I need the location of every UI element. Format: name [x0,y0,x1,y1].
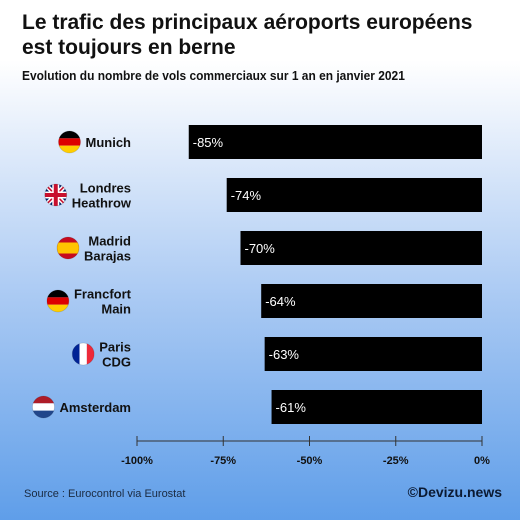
germany-flag-icon [46,289,70,313]
category-label: Londres Heathrow [72,181,132,211]
category-label: Madrid Barajas [84,234,131,264]
bar [261,284,482,318]
category-label: Francfort Main [74,287,132,317]
bar [240,231,482,265]
germany-flag-icon [58,130,81,154]
x-tick-label: -50% [297,455,323,467]
bar [188,125,482,159]
category-label: Paris CDG [99,340,131,370]
x-tick-label: -100% [121,455,153,467]
source-note: Source : Eurocontrol via Eurostat [24,488,186,500]
brand-credit: ©Devizu.news [407,484,502,500]
category-label: Munich [86,135,132,150]
x-tick-label: -75% [210,455,236,467]
chart-title: Le trafic des principaux aéroports europ… [22,11,473,59]
bar-value-label: -63% [269,347,300,362]
uk-flag-icon [44,183,68,207]
netherlands-flag-icon [32,395,55,419]
bar [271,390,482,424]
category-label: Amsterdam [59,400,131,415]
x-tick-label: -25% [383,455,409,467]
chart-subtitle: Evolution du nombre de vols commerciaux … [22,68,405,83]
spain-flag-icon [56,236,80,260]
bar-value-label: -85% [193,135,224,150]
x-tick-label: 0% [474,455,490,467]
france-flag-icon [71,342,95,366]
bar-chart: -85% Munich -74% Londres Heathrow -70% Madrid B… [32,125,490,467]
bar-value-label: -61% [276,400,307,415]
bar-value-label: -64% [265,294,296,309]
bar-value-label: -70% [245,241,276,256]
bar [226,178,482,212]
bar-value-label: -74% [231,188,262,203]
bar [264,337,482,371]
